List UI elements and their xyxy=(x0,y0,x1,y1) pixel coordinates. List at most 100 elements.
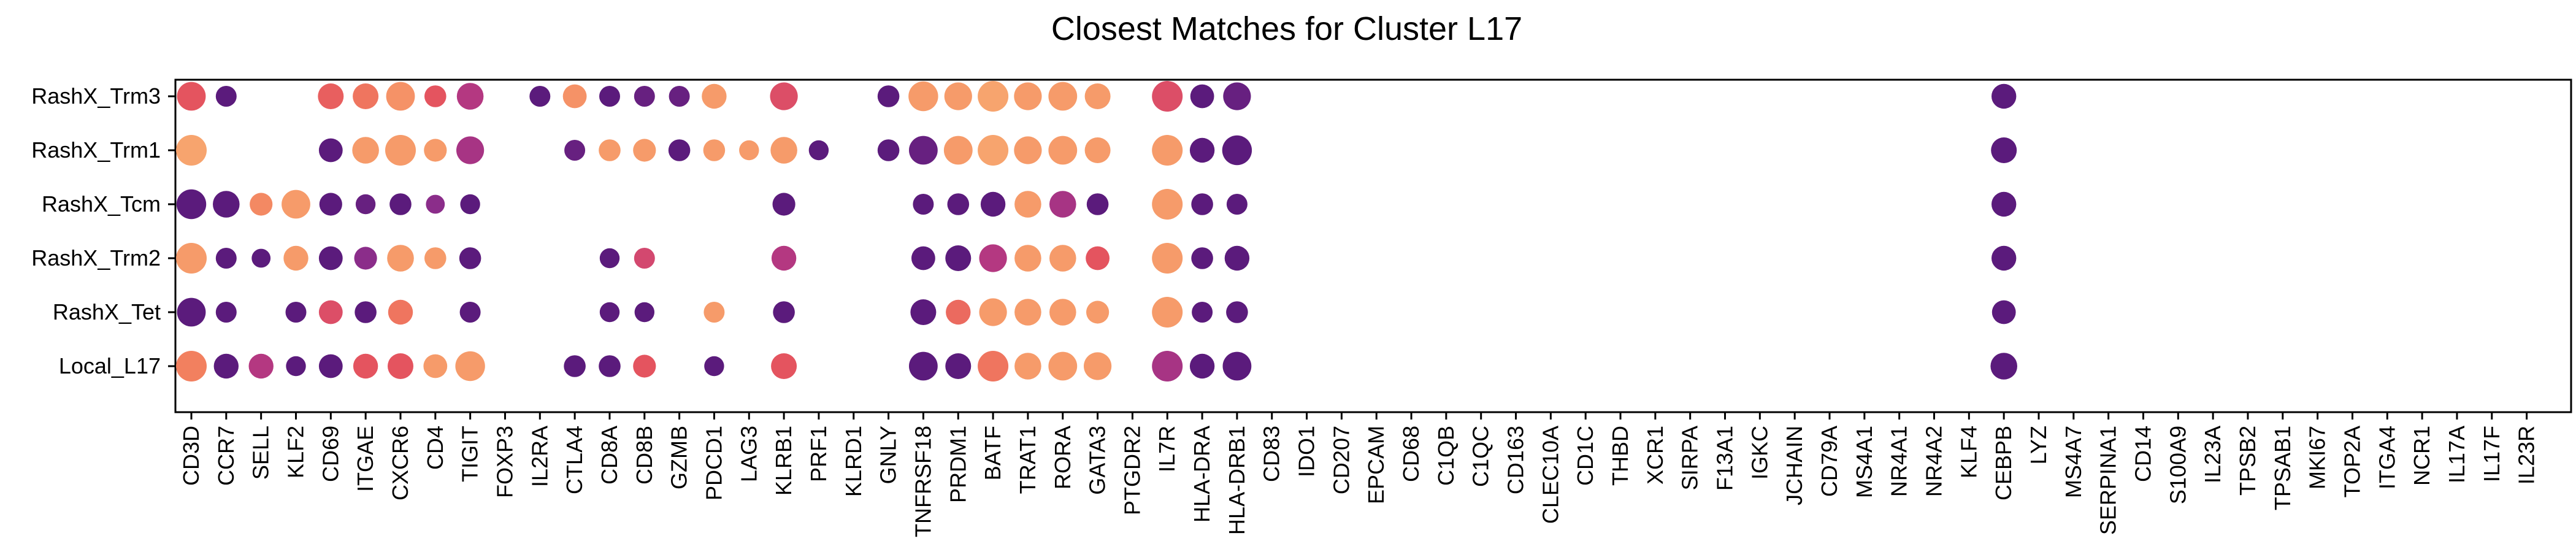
dot-Local_L17-BATF xyxy=(978,351,1009,381)
dot-Local_L17-CD8A xyxy=(599,355,621,377)
column-label: JCHAIN xyxy=(1782,426,1807,505)
dot-RashX_Tet-CXCR6 xyxy=(388,299,413,325)
dot-RashX_Tet-RORA xyxy=(1049,299,1076,326)
dot-Local_L17-HLA-DRB1 xyxy=(1222,351,1252,381)
chart-title: Closest Matches for Cluster L17 xyxy=(1051,10,1522,47)
dot-RashX_Trm3-CD8A xyxy=(599,86,620,107)
row-label: RashX_Trm2 xyxy=(31,245,161,270)
column-label: TPSB2 xyxy=(2235,426,2260,496)
row-label: Local_L17 xyxy=(59,353,161,378)
dot-RashX_Trm1-PRF1 xyxy=(808,140,829,161)
dot-Local_L17-TIGIT xyxy=(455,351,485,381)
dot-RashX_Tcm-HLA-DRB1 xyxy=(1226,194,1248,215)
dot-RashX_Trm3-CD4 xyxy=(424,85,447,107)
column-label: MS4A7 xyxy=(2061,426,2086,498)
dot-RashX_Trm3-BATF xyxy=(978,81,1009,112)
column-label: RORA xyxy=(1050,426,1075,489)
column-label: PDCD1 xyxy=(701,426,726,500)
dot-Local_L17-CD8B xyxy=(633,355,656,378)
dot-RashX_Tet-PDCD1 xyxy=(703,302,725,323)
dot-Local_L17-ITGAE xyxy=(353,353,378,379)
column-label: CTLA4 xyxy=(562,426,587,494)
dot-RashX_Trm2-CEBPB xyxy=(1991,245,2017,271)
dot-RashX_Trm1-KLRB1 xyxy=(770,137,797,164)
column-label: CEBPB xyxy=(1991,426,2016,500)
dot-RashX_Trm3-CCR7 xyxy=(215,86,237,107)
dot-RashX_Tcm-KLRB1 xyxy=(772,193,795,216)
dot-RashX_Trm1-HLA-DRA xyxy=(1189,137,1215,163)
column-label: MKI67 xyxy=(2305,426,2330,489)
column-label: LAG3 xyxy=(736,426,761,482)
column-ticks xyxy=(190,412,2528,420)
dot-RashX_Trm1-CD8A xyxy=(599,139,621,161)
dot-Local_L17-RORA xyxy=(1048,351,1078,381)
column-label: GATA3 xyxy=(1085,426,1110,495)
column-label: C1QC xyxy=(1468,426,1493,487)
dot-RashX_Trm3-HLA-DRA xyxy=(1190,84,1214,109)
dot-RashX_Tet-PRDM1 xyxy=(946,299,971,325)
dot-RashX_Trm1-RORA xyxy=(1048,136,1078,165)
dot-RashX_Tcm-BATF xyxy=(980,191,1006,217)
dot-RashX_Trm3-TIGIT xyxy=(456,83,484,110)
dot-RashX_Tet-HLA-DRB1 xyxy=(1226,301,1248,323)
dot-RashX_Tcm-CXCR6 xyxy=(389,193,412,215)
column-label: CCR7 xyxy=(213,426,239,486)
dot-RashX_Tet-KLRB1 xyxy=(773,301,795,323)
dot-RashX_Trm1-CXCR6 xyxy=(385,135,416,166)
column-label: S100A9 xyxy=(2165,426,2190,504)
column-label: MS4A1 xyxy=(1852,426,1877,498)
dot-RashX_Trm2-RORA xyxy=(1049,245,1076,272)
row-label: RashX_Tcm xyxy=(42,191,161,217)
dot-RashX_Tet-CEBPB xyxy=(1991,300,2016,324)
column-label: SELL xyxy=(248,426,274,480)
dot-RashX_Trm1-CD8B xyxy=(633,139,656,162)
dot-RashX_Tcm-IL7R xyxy=(1152,189,1183,220)
column-label: ITGAE xyxy=(353,426,378,492)
column-label: PTGDR2 xyxy=(1119,426,1144,515)
dot-RashX_Trm2-TNFRSF18 xyxy=(911,246,935,270)
row-label: RashX_Trm3 xyxy=(31,83,161,109)
column-label: TNFRSF18 xyxy=(910,426,935,537)
dot-RashX_Tcm-HLA-DRA xyxy=(1191,193,1213,215)
row-labels: RashX_Trm3 RashX_Trm1 RashX_Tcm RashX_Trm2 R… xyxy=(31,83,161,378)
dot-RashX_Tet-CD8A xyxy=(599,302,620,323)
dot-RashX_Tet-TNFRSF18 xyxy=(910,299,937,325)
column-label: THBD xyxy=(1608,426,1633,486)
dot-RashX_Trm3-IL7R xyxy=(1152,81,1183,112)
dot-RashX_Tet-CCR7 xyxy=(215,302,237,323)
dot-Local_L17-PRDM1 xyxy=(945,353,972,379)
dot-RashX_Trm3-HLA-DRB1 xyxy=(1223,82,1251,110)
dots xyxy=(176,81,2017,381)
row-label: RashX_Tet xyxy=(53,299,161,324)
dot-Local_L17-PDCD1 xyxy=(704,356,724,377)
column-label: CD14 xyxy=(2130,426,2155,482)
dot-Local_L17-IL7R xyxy=(1152,351,1183,381)
dot-RashX_Trm1-PRDM1 xyxy=(943,136,973,165)
column-label: CD4 xyxy=(423,426,448,470)
dot-RashX_Trm2-HLA-DRB1 xyxy=(1224,245,1250,271)
column-label: BATF xyxy=(980,426,1005,480)
dot-RashX_Trm1-TRAT1 xyxy=(1014,136,1042,164)
column-label: IL7R xyxy=(1154,426,1179,472)
dot-RashX_Trm2-SELL xyxy=(251,248,271,268)
dot-RashX_Trm1-PDCD1 xyxy=(703,139,726,161)
plot-frame xyxy=(174,79,2572,413)
column-label: CD8B xyxy=(632,426,657,485)
column-label: SIRPA xyxy=(1677,426,1703,490)
dot-RashX_Trm3-CD69 xyxy=(318,83,344,109)
column-label: CD79A xyxy=(1817,426,1842,497)
column-label: CLEC10A xyxy=(1538,426,1563,524)
dot-RashX_Tet-TIGIT xyxy=(459,302,481,323)
column-label: XCR1 xyxy=(1643,426,1668,485)
dot-RashX_Trm2-CCR7 xyxy=(215,248,237,269)
dot-Local_L17-KLRB1 xyxy=(771,353,797,379)
dot-RashX_Trm1-CEBPB xyxy=(1991,137,2017,163)
dot-RashX_Tet-HLA-DRA xyxy=(1192,302,1213,323)
dot-RashX_Trm3-GATA3 xyxy=(1084,83,1111,109)
column-label: IDO1 xyxy=(1294,426,1319,477)
dot-RashX_Trm3-ITGAE xyxy=(353,83,379,109)
dot-Local_L17-CXCR6 xyxy=(388,353,413,379)
dot-RashX_Trm1-HLA-DRB1 xyxy=(1222,135,1252,166)
dot-RashX_Trm3-GZMB xyxy=(669,86,690,107)
column-label: PRDM1 xyxy=(945,426,970,503)
